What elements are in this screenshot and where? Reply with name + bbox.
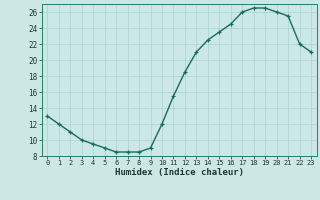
X-axis label: Humidex (Indice chaleur): Humidex (Indice chaleur) [115, 168, 244, 177]
